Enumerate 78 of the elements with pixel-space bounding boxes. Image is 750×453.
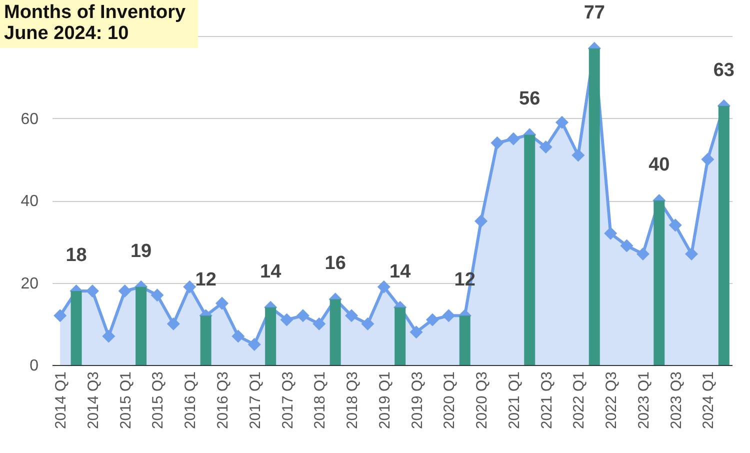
- data-label: 19: [130, 240, 152, 262]
- point: [442, 309, 456, 322]
- bar: [394, 307, 406, 365]
- data-label: 77: [584, 2, 605, 24]
- point: [232, 330, 245, 343]
- bar: [330, 299, 341, 365]
- bar: [459, 316, 470, 365]
- point: [636, 247, 650, 260]
- data-label: 12: [195, 270, 216, 291]
- point: [296, 309, 310, 322]
- point: [215, 296, 229, 310]
- x-tick-label: 2020 Q3: [474, 372, 491, 430]
- point: [474, 214, 488, 228]
- bar: [70, 290, 82, 365]
- bar: [718, 106, 730, 365]
- point: [668, 218, 682, 232]
- point: [183, 280, 196, 294]
- point: [361, 317, 374, 330]
- x-tick-label: 2018 Q3: [344, 372, 362, 430]
- point: [118, 284, 132, 298]
- x-tick-label: 2015 Q1: [117, 372, 134, 430]
- data-label: 40: [648, 154, 670, 176]
- point: [280, 313, 294, 326]
- x-tick-label: 2014 Q3: [84, 372, 102, 430]
- bar: [588, 48, 600, 365]
- x-tick-label: 2021 Q3: [538, 372, 556, 430]
- point: [312, 317, 326, 330]
- y-tick-label: 60: [20, 110, 39, 128]
- data-label: 56: [519, 88, 540, 110]
- x-tick-label: 2019 Q1: [376, 372, 394, 430]
- point: [410, 326, 423, 339]
- point: [345, 309, 358, 322]
- point: [150, 288, 164, 302]
- data-label: 14: [260, 261, 282, 282]
- y-tick-label: 20: [20, 275, 39, 292]
- x-tick-label: 2014 Q1: [52, 372, 70, 430]
- y-tick-label: 0: [30, 358, 39, 374]
- note-box: Months of Inventory June 2024: 10: [0, 0, 198, 48]
- bar: [265, 307, 276, 365]
- x-tick-label: 2022 Q3: [603, 372, 620, 430]
- point: [426, 313, 439, 326]
- point: [572, 148, 585, 162]
- point: [604, 226, 618, 240]
- point: [685, 247, 698, 260]
- point: [377, 280, 390, 294]
- point: [166, 317, 180, 330]
- x-tick-label: 2023 Q3: [668, 372, 685, 430]
- x-tick-label: 2016 Q3: [214, 372, 232, 430]
- data-label: 16: [324, 253, 346, 274]
- x-tick-label: 2015 Q3: [150, 372, 167, 430]
- x-tick-label: 2017 Q3: [279, 372, 296, 430]
- data-label: 63: [713, 60, 734, 81]
- x-tick-label: 2024 Q1: [700, 372, 718, 430]
- x-tick-label: 2023 Q1: [635, 372, 652, 430]
- bar: [200, 316, 212, 365]
- x-tick-label: 2017 Q1: [246, 372, 264, 430]
- x-tick-label: 2019 Q3: [408, 372, 426, 430]
- x-tick-label: 2016 Q1: [182, 372, 200, 430]
- point: [490, 136, 504, 150]
- bar: [654, 200, 665, 365]
- point: [701, 152, 714, 166]
- point: [86, 284, 99, 298]
- point: [54, 309, 67, 322]
- point: [555, 116, 569, 129]
- y-tick-label: 40: [20, 193, 39, 210]
- point: [539, 140, 552, 154]
- x-tick-label: 2020 Q1: [441, 372, 458, 430]
- data-label: 18: [66, 244, 87, 266]
- bar: [524, 134, 536, 365]
- x-tick-label: 2021 Q1: [506, 372, 523, 430]
- bar: [136, 286, 147, 365]
- point: [102, 330, 116, 343]
- point: [248, 338, 261, 351]
- data-label: 14: [390, 261, 412, 282]
- x-tick-label: 2022 Q1: [570, 372, 588, 430]
- point: [620, 239, 634, 252]
- x-tick-label: 2018 Q1: [312, 372, 329, 430]
- point: [506, 132, 520, 146]
